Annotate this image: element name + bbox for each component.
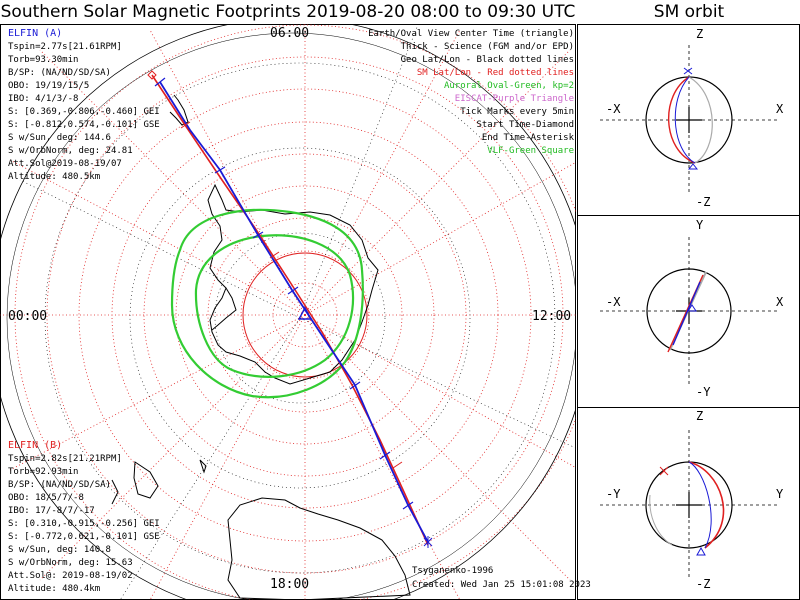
legend-item-8: End Time-Asterisk: [481, 133, 574, 143]
elfin-a-line-1: Torb=93.30min: [8, 55, 79, 65]
elfin-a-line-8: S w/OrbNorm, deg: 24.81: [8, 146, 133, 156]
elfin-b-line-3: OBO: 18/5/7/-8: [8, 493, 84, 503]
sm-p1-left: -X: [606, 102, 621, 116]
sm-p2-up: Y: [696, 218, 704, 232]
elfin-b-line-0: Tspin=2.82s[21.21RPM]: [8, 454, 122, 464]
sm-panel-3-plot: [600, 430, 780, 578]
view-center-triangle: [297, 306, 313, 320]
sm-lat-circle-solid: [242, 252, 368, 378]
elfin-b-line-1: Torb=92.93min: [8, 467, 79, 477]
legend-item-2: Geo Lat/Lon - Black dotted lines: [400, 55, 574, 65]
elfin-b-line-9: Att.Sol@: 2019-08-19/02: [8, 571, 133, 581]
elfin-a-line-0: Tspin=2.77s[21.61RPM]: [8, 42, 122, 52]
elfin-a-track: [159, 81, 429, 543]
elfin-a-line-10: Altitude: 480.5km: [8, 172, 101, 182]
start-diamond-b: [147, 70, 157, 80]
end-asterisk-a: [423, 536, 433, 548]
sm-p1-up: Z: [696, 27, 704, 41]
sm-p3-left: -Y: [606, 487, 621, 501]
sm-p3-right: Y: [776, 487, 784, 501]
auroral-oval-outer: [170, 208, 364, 399]
legend-item-6: Tick Marks every 5min: [460, 107, 574, 117]
mlt-label-bottom: 18:00: [270, 577, 310, 592]
elfin-a-line-9: Att.Sol@2019-08-19/07: [8, 159, 122, 169]
elfin-b-line-5: S: [0.310,-0.915,-0.256] GEI: [8, 519, 160, 529]
elfin-a-line-2: B/SP: (NA/ND/SD/SA): [8, 68, 111, 78]
legend-item-9: VLF-Green Square: [487, 146, 574, 156]
mlt-label-top: 06:00: [270, 26, 310, 41]
legend-item-0: Earth/Oval View Center Time (triangle): [368, 29, 574, 39]
elfin-a-line-3: OBO: 19/19/15/5: [8, 81, 90, 91]
sm-p2-down: -Y: [696, 385, 711, 399]
geo-grid: [19, 24, 576, 600]
sm-orbit-title: SM orbit: [653, 2, 725, 22]
auroral-oval-inner: [194, 234, 354, 378]
elfin-b-line-7: S w/Sun, deg: 140.8: [8, 545, 111, 555]
sm-lon-lines: [0, 24, 576, 600]
peninsula-coastline: [211, 287, 237, 331]
sm-p2-right: X: [776, 295, 784, 309]
island-coastline: [199, 459, 207, 474]
sm-panel-2-plot: [600, 237, 780, 385]
elfin-b-track: [151, 74, 429, 546]
elfin-a-line-5: S: [0.369,-0.806,-0.460] GEI: [8, 107, 160, 117]
footer-created: Created: Wed Jan 25 15:01:08 2023: [412, 580, 591, 590]
sm-p3-up: Z: [696, 409, 704, 423]
south-america-coastline: [169, 94, 189, 126]
footer-model: Tsyganenko-1996: [412, 566, 494, 576]
legend-item-4: Auroral Oval-Green, kp=2: [443, 81, 574, 91]
elfin-b-name: ELFIN (B): [8, 440, 63, 451]
track-ticks-b: [180, 121, 403, 469]
elfin-a-line-7: S w/Sun, deg: 144.6: [8, 133, 111, 143]
sm-p1-right: X: [776, 102, 784, 116]
legend-item-7: Start Time-Diamond: [476, 120, 574, 130]
antarctica-coastline: [207, 183, 379, 385]
elfin-b-line-2: B/SP: (NA/ND/SD/SA): [8, 480, 111, 490]
mlt-label-left: 00:00: [8, 309, 48, 324]
elfin-b-line-10: Altitude: 480.4km: [8, 584, 101, 594]
sm-p2-left: -X: [606, 295, 621, 309]
track-ticks-a: [154, 77, 414, 510]
elfin-a-name: ELFIN (A): [8, 28, 63, 39]
legend-item-1: Thick - Science (FGM and/or EPD): [400, 42, 574, 52]
sm-panel-1-plot: [600, 45, 780, 195]
elfin-a-line-4: IBO: 4/1/3/-8: [8, 94, 79, 104]
legend-item-3: SM Lat/Lon - Red dotted lines: [416, 68, 574, 78]
new-zealand-coastline: [111, 461, 159, 505]
mlt-label-right: 12:00: [532, 309, 572, 324]
legend-item-5: EISCAT-Purple Triangle: [454, 94, 574, 104]
elfin-b-line-8: S w/OrbNorm, deg: 15.63: [8, 558, 133, 568]
sm-p1-down: -Z: [696, 195, 711, 209]
sm-p3-down: -Z: [696, 577, 711, 591]
chart-title: Southern Solar Magnetic Footprints 2019-…: [0, 2, 576, 22]
elfin-a-line-6: S: [-0.812,0.574,-0.101] GSE: [8, 120, 160, 130]
elfin-b-line-4: IBO: 17/-8/7/-17: [8, 506, 95, 516]
australia-coastline: [227, 497, 411, 600]
elfin-b-line-6: S: [-0.772,0.621,-0.101] GSE: [8, 532, 160, 542]
